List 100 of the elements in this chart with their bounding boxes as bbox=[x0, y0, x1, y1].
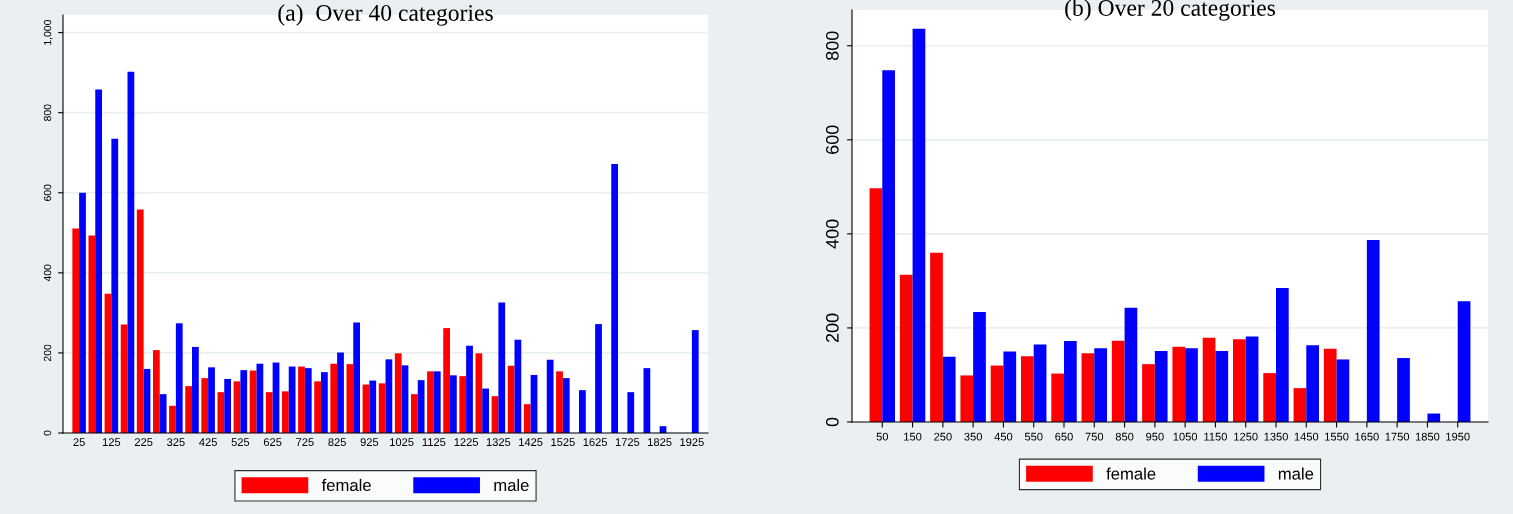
x-tick-label: 1250 bbox=[1234, 432, 1258, 441]
x-tick-label: 150 bbox=[904, 432, 922, 441]
x-tick-label: 1325 bbox=[486, 438, 511, 447]
bar bbox=[1202, 337, 1216, 422]
y-tick-label: 600 bbox=[825, 125, 839, 154]
x-tick-label: 850 bbox=[1115, 432, 1134, 441]
bar bbox=[321, 372, 328, 433]
bar bbox=[175, 323, 183, 433]
bar bbox=[1111, 340, 1125, 422]
bar bbox=[1232, 339, 1246, 422]
bar bbox=[1020, 356, 1034, 422]
bar bbox=[498, 302, 506, 433]
bar bbox=[579, 390, 586, 433]
bar bbox=[240, 370, 248, 433]
bar bbox=[304, 368, 312, 433]
bar bbox=[1033, 344, 1047, 422]
x-tick-label: 1725 bbox=[615, 438, 640, 447]
x-tick-label: 1650 bbox=[1355, 432, 1379, 441]
bar bbox=[298, 366, 305, 433]
bar bbox=[475, 353, 483, 433]
x-tick-label: 250 bbox=[934, 432, 952, 441]
bar bbox=[459, 376, 467, 433]
bar bbox=[281, 391, 289, 433]
bar bbox=[627, 392, 635, 433]
bar bbox=[169, 405, 176, 433]
bar bbox=[1185, 348, 1198, 422]
bar bbox=[1263, 373, 1276, 422]
bar bbox=[556, 371, 563, 433]
bar bbox=[1293, 388, 1307, 422]
bar bbox=[217, 392, 225, 433]
x-tick-label: 25 bbox=[73, 438, 85, 447]
bar bbox=[562, 378, 570, 433]
y-tick-label: 1,000 bbox=[43, 19, 53, 45]
bar bbox=[72, 228, 80, 433]
x-tick-label: 1750 bbox=[1385, 432, 1410, 441]
bar bbox=[192, 346, 199, 433]
bar bbox=[482, 388, 490, 433]
bar bbox=[337, 352, 344, 433]
bar bbox=[443, 328, 450, 433]
x-tick-label: 725 bbox=[296, 438, 314, 447]
bar bbox=[942, 356, 956, 422]
bar bbox=[523, 404, 531, 433]
bar bbox=[288, 366, 296, 433]
bar bbox=[1003, 351, 1017, 422]
bar bbox=[88, 235, 96, 433]
bar bbox=[394, 353, 402, 433]
bar bbox=[1051, 373, 1064, 422]
bar bbox=[152, 350, 160, 433]
x-tick-label: 825 bbox=[328, 438, 346, 447]
x-tick-label: 425 bbox=[199, 438, 217, 447]
x-tick-label: 1150 bbox=[1204, 432, 1227, 441]
bar bbox=[410, 394, 418, 433]
x-tick-label: 925 bbox=[360, 438, 379, 447]
bar bbox=[1142, 364, 1155, 422]
bar bbox=[1245, 336, 1259, 422]
y-tick-label: 0 bbox=[825, 417, 839, 427]
y-tick-label: 0 bbox=[43, 430, 52, 436]
bar bbox=[1172, 346, 1186, 422]
bar bbox=[1064, 341, 1077, 422]
x-tick-label: 350 bbox=[964, 432, 982, 441]
y-tick-label: 600 bbox=[43, 184, 52, 201]
y-tick-label: 400 bbox=[43, 264, 52, 282]
bar bbox=[1457, 301, 1471, 422]
bar bbox=[208, 367, 215, 433]
x-tick-label: 1825 bbox=[648, 438, 672, 447]
bar bbox=[111, 138, 119, 433]
bar bbox=[136, 209, 144, 433]
bar bbox=[1094, 348, 1108, 422]
bar bbox=[1215, 350, 1229, 422]
bar bbox=[378, 383, 386, 433]
legend-label: female bbox=[321, 478, 371, 492]
bar bbox=[369, 380, 377, 433]
bar bbox=[1154, 350, 1168, 422]
x-tick-label: 1125 bbox=[422, 438, 446, 447]
y-tick-label: 800 bbox=[825, 31, 839, 61]
bar bbox=[450, 375, 457, 433]
bar bbox=[185, 386, 192, 433]
x-tick-label: 1950 bbox=[1446, 432, 1470, 441]
x-tick-label: 125 bbox=[102, 438, 121, 447]
x-tick-label: 1025 bbox=[390, 438, 414, 447]
bar bbox=[691, 330, 699, 433]
y-tick-label: 800 bbox=[43, 104, 52, 121]
bar bbox=[973, 311, 986, 422]
bar bbox=[346, 364, 354, 433]
x-tick-label: 1350 bbox=[1264, 432, 1288, 441]
legend-label: male bbox=[494, 478, 529, 492]
chart-title: (a) Over 40 categories bbox=[278, 4, 493, 26]
x-tick-label: 1050 bbox=[1173, 432, 1198, 441]
bar bbox=[466, 345, 473, 433]
x-tick-label: 1550 bbox=[1325, 432, 1349, 441]
x-tick-label: 750 bbox=[1085, 432, 1104, 441]
bar bbox=[990, 365, 1004, 422]
bar bbox=[912, 28, 926, 422]
bar bbox=[1397, 358, 1410, 422]
y-tick-label: 400 bbox=[825, 219, 839, 249]
y-tick-label: 200 bbox=[43, 344, 52, 362]
chart-title: (b) Over 20 categories bbox=[1065, 0, 1276, 21]
bar bbox=[314, 381, 321, 433]
bar bbox=[611, 163, 619, 433]
bar bbox=[960, 375, 974, 422]
